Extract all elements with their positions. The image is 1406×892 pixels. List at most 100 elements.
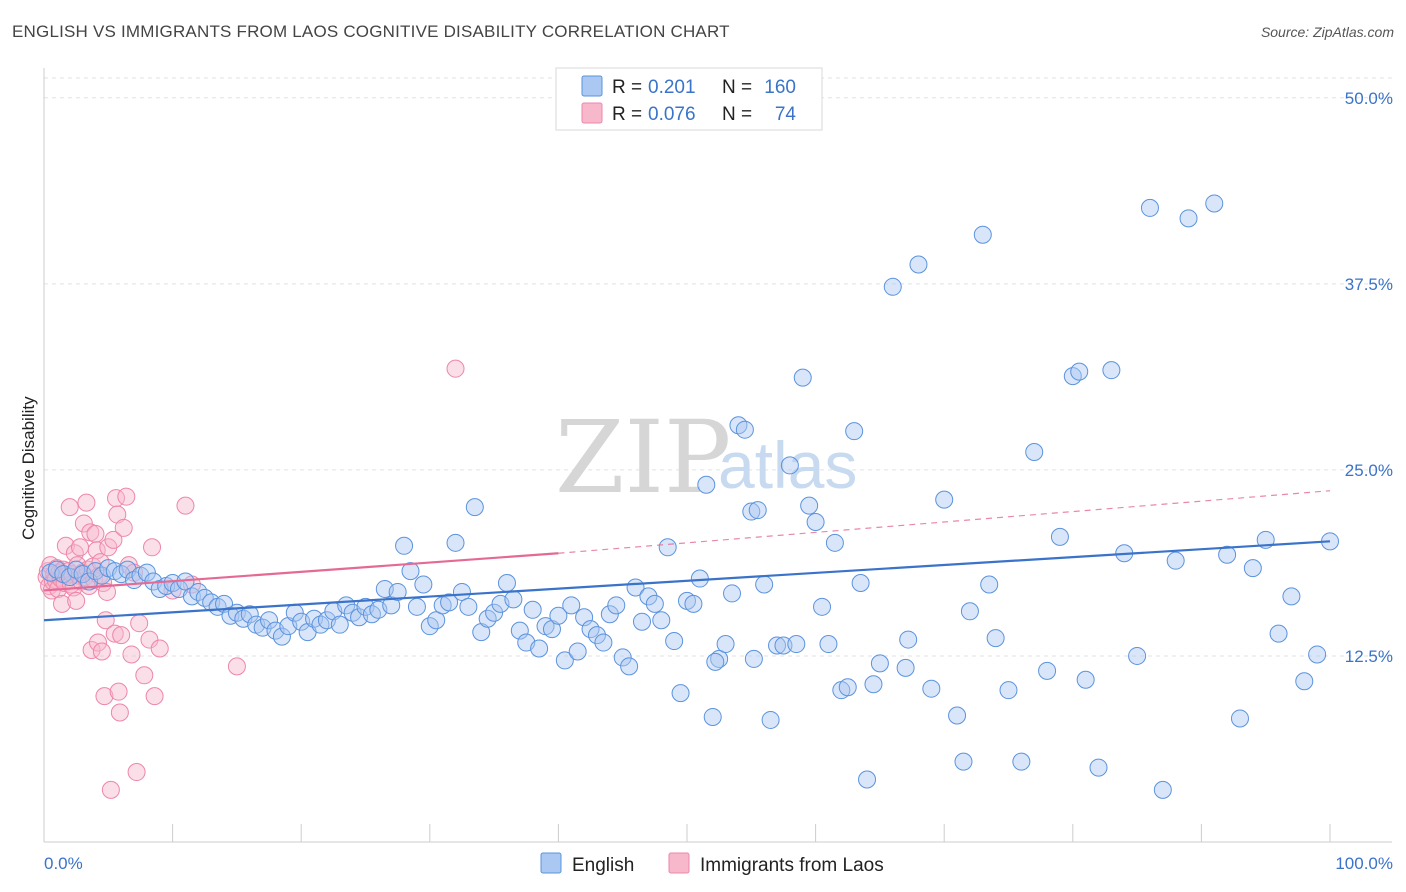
english-point — [742, 502, 761, 521]
english-point — [755, 575, 774, 594]
trendlines — [43, 490, 1331, 622]
english-point — [1308, 645, 1327, 664]
english-point — [1282, 587, 1301, 606]
english-point — [838, 678, 857, 697]
english-point — [427, 611, 446, 630]
english-point — [613, 648, 632, 667]
laos-point — [122, 645, 141, 664]
laos-point — [67, 591, 86, 610]
laos-point — [135, 666, 154, 685]
laos-point — [114, 518, 133, 537]
y-axis-label: Cognitive Disability — [19, 396, 38, 540]
watermark-zip: ZIP — [555, 399, 731, 516]
english-point — [768, 636, 787, 655]
english-point — [620, 657, 639, 676]
english-point — [639, 587, 658, 606]
english-point — [909, 255, 928, 274]
english-point — [723, 584, 742, 603]
x-tick-label-min: 0.0% — [44, 854, 83, 873]
english-point — [407, 597, 426, 616]
laos-point — [140, 630, 159, 649]
english-point — [510, 621, 529, 640]
english-point — [806, 512, 825, 531]
english-point — [549, 606, 568, 625]
legend-n-label-english: N = — [722, 77, 752, 98]
english-point — [864, 675, 883, 694]
laos-point — [104, 530, 123, 549]
english-point — [594, 633, 613, 652]
english-point — [575, 608, 594, 627]
english-point — [414, 575, 433, 594]
english-point — [137, 563, 156, 582]
english-point — [819, 635, 838, 654]
laos-point — [65, 544, 84, 563]
english-point — [899, 630, 918, 649]
laos-point — [176, 496, 195, 515]
english-point — [1012, 752, 1031, 771]
english-point — [703, 707, 722, 726]
english-point — [671, 684, 690, 703]
english-point — [330, 615, 349, 634]
gridlines — [44, 77, 1392, 657]
english-point — [1230, 709, 1249, 728]
laos-point — [130, 614, 149, 633]
legend-r-value-laos: 0.076 — [648, 104, 696, 125]
english-point — [1205, 194, 1224, 213]
english-point — [954, 752, 973, 771]
english-point — [706, 652, 725, 671]
x-tick-labels: 0.0% 100.0% — [44, 854, 1393, 873]
english-point — [986, 629, 1005, 648]
english-point — [1140, 198, 1159, 217]
english-point — [973, 225, 992, 244]
english-point — [1076, 670, 1095, 689]
english-point — [922, 679, 941, 698]
english-point — [774, 636, 793, 655]
english-point — [825, 533, 844, 552]
english-point — [1038, 661, 1057, 680]
laos-point — [127, 763, 146, 782]
english-point — [497, 574, 516, 593]
chart-title: ENGLISH VS IMMIGRANTS FROM LAOS COGNITIV… — [12, 22, 730, 41]
legend-n-label-laos: N = — [722, 104, 752, 125]
laos-point — [110, 703, 129, 722]
x-tick-label-max: 100.0% — [1335, 854, 1393, 873]
english-point — [485, 603, 504, 622]
laos-point — [53, 594, 72, 613]
laos-trend-line-extension — [558, 490, 1331, 554]
laos-point — [446, 359, 465, 378]
english-point — [1050, 527, 1069, 546]
english-point — [883, 277, 902, 296]
english-point — [240, 605, 259, 624]
laos-point — [112, 626, 131, 645]
english-point — [935, 490, 954, 509]
legend-n-value-laos: 74 — [775, 104, 797, 125]
english-point — [1153, 780, 1172, 799]
english-point — [388, 582, 407, 601]
laos-point — [74, 514, 93, 533]
axes — [43, 68, 1392, 843]
english-point — [555, 651, 574, 670]
laos-point — [77, 493, 96, 512]
series-legend-swatch-english — [540, 852, 562, 874]
watermark-atlas: atlas — [718, 428, 857, 502]
english-points — [41, 194, 1339, 799]
y-tick-label: 25.0% — [1345, 461, 1393, 480]
legend-r-label-english: R = — [612, 77, 642, 98]
english-point — [896, 658, 915, 677]
laos-point — [117, 487, 136, 506]
english-point — [1295, 672, 1314, 691]
english-point — [1070, 362, 1089, 381]
laos-point — [150, 639, 169, 658]
laos-point — [227, 657, 246, 676]
english-point — [1128, 646, 1147, 665]
legend-swatch-english — [581, 75, 603, 97]
laos-point — [95, 687, 114, 706]
english-point — [607, 596, 626, 615]
english-point — [858, 770, 877, 789]
english-point — [780, 456, 799, 475]
english-point — [1089, 758, 1108, 777]
series-legend: English Immigrants from Laos — [540, 852, 884, 876]
laos-point — [56, 536, 75, 555]
english-point — [452, 582, 471, 601]
